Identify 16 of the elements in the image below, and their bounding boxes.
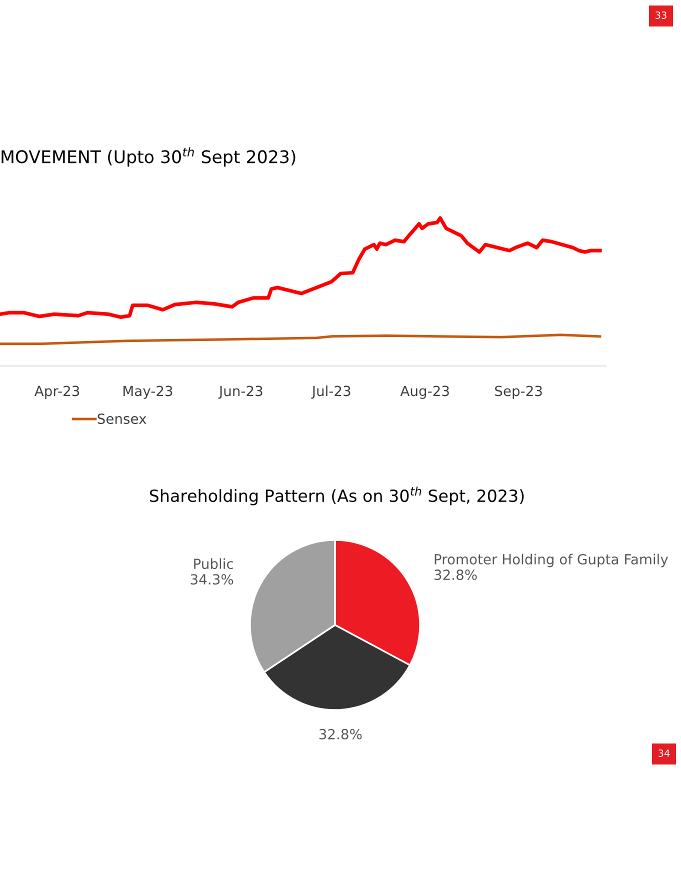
legend-label: Sensex (98, 414, 146, 424)
data-label: 32.8% (434, 570, 477, 580)
slice-label: Public (194, 558, 234, 570)
text: 33 (656, 11, 666, 19)
data-label: 34.3% (190, 574, 234, 585)
slice-label: Promoter Holding of Gupta Family (434, 554, 668, 568)
x-tick-label: May-23 (124, 386, 172, 399)
x-tick-label: Apr-23 (34, 386, 80, 399)
x-tick-label: Jun-23 (218, 386, 262, 399)
x-tick-label: Jul-23 (311, 385, 350, 399)
x-tick-label: Aug-23 (400, 386, 449, 399)
chart-title: Shareholding Pattern (As on 30$^{th}$ Sept, 2023) (150, 486, 524, 506)
x-tick-label: Sep-23 (495, 386, 542, 399)
chart-title: MOVEMENT (Upto 30$^{th}$ Sept 2023) (2, 147, 296, 167)
text: 34 (658, 749, 670, 757)
data-label: 32.8% (319, 728, 362, 740)
